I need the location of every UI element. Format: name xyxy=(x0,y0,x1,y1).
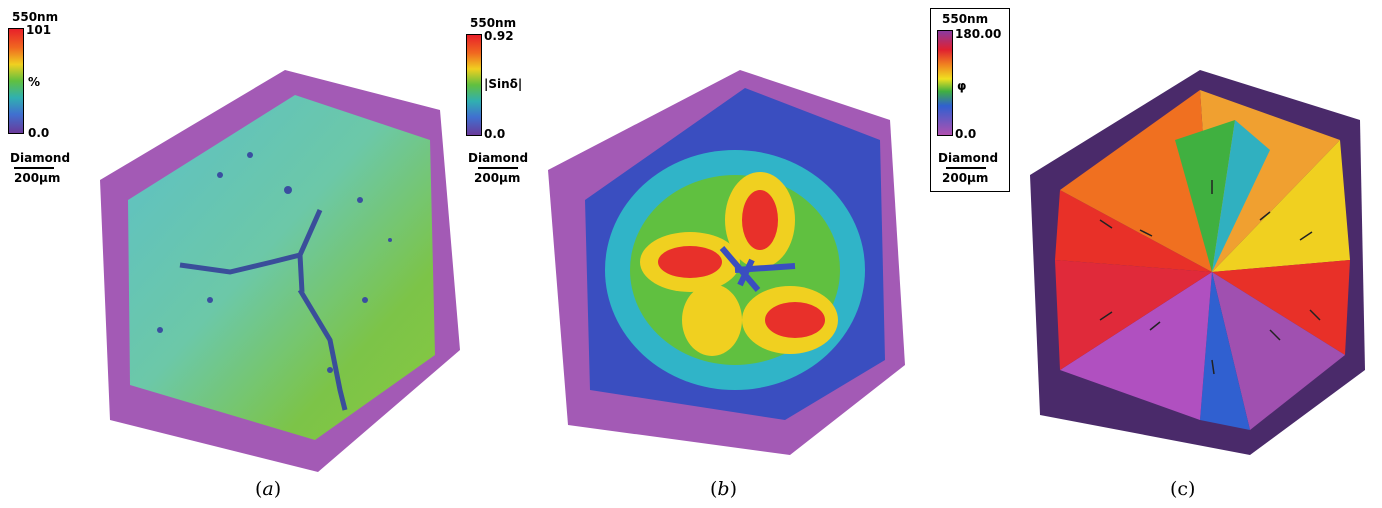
legend-b-colorbar xyxy=(466,34,482,136)
caption-c: (c) xyxy=(1170,478,1196,500)
legend-c-box xyxy=(930,8,1010,192)
legend-c-max: 180.00 xyxy=(955,27,1002,41)
legend-b-max: 0.92 xyxy=(484,29,514,43)
legend-a-max: 101 xyxy=(26,23,52,37)
legend-b-specimen: Diamond xyxy=(468,151,529,165)
legend-b-scalebar xyxy=(478,167,518,169)
retardance-lobes-red xyxy=(658,190,825,338)
caption-b: (b) xyxy=(710,478,738,500)
isotropic-cross-b xyxy=(719,246,796,292)
azimuth-sectors-c xyxy=(1055,90,1350,430)
crystal-core-a xyxy=(128,95,435,440)
legend-b-wavelength: 550nm xyxy=(470,16,517,30)
legend-a-quantity: % xyxy=(28,75,41,89)
legend-a-wavelength: 550nm xyxy=(12,10,59,24)
legend-c-wavelength: 550nm xyxy=(942,12,989,26)
legend-c-quantity: φ xyxy=(957,79,967,93)
legend-c-specimen: Diamond xyxy=(938,151,999,165)
legend-c-colorbar xyxy=(937,30,953,136)
legend-a-min: 0.0 xyxy=(28,126,50,140)
legend-a-specimen: Diamond xyxy=(10,151,71,165)
legend-c-min: 0.0 xyxy=(955,127,977,141)
legend-a-colorbar xyxy=(8,28,24,134)
caption-a: (a) xyxy=(255,478,282,500)
legend-b-min: 0.0 xyxy=(484,127,506,141)
legend-c-scalebar xyxy=(946,167,986,169)
defect-lines-a xyxy=(179,208,348,411)
legend-b-quantity: |Sinδ| xyxy=(484,77,523,91)
legend-c-scale: 200µm xyxy=(942,171,989,185)
legend-a-scalebar xyxy=(14,167,54,169)
legend-a-scale: 200µm xyxy=(14,171,61,185)
legend-b-scale: 200µm xyxy=(474,171,521,185)
slow-axis-ticks xyxy=(1099,180,1321,375)
